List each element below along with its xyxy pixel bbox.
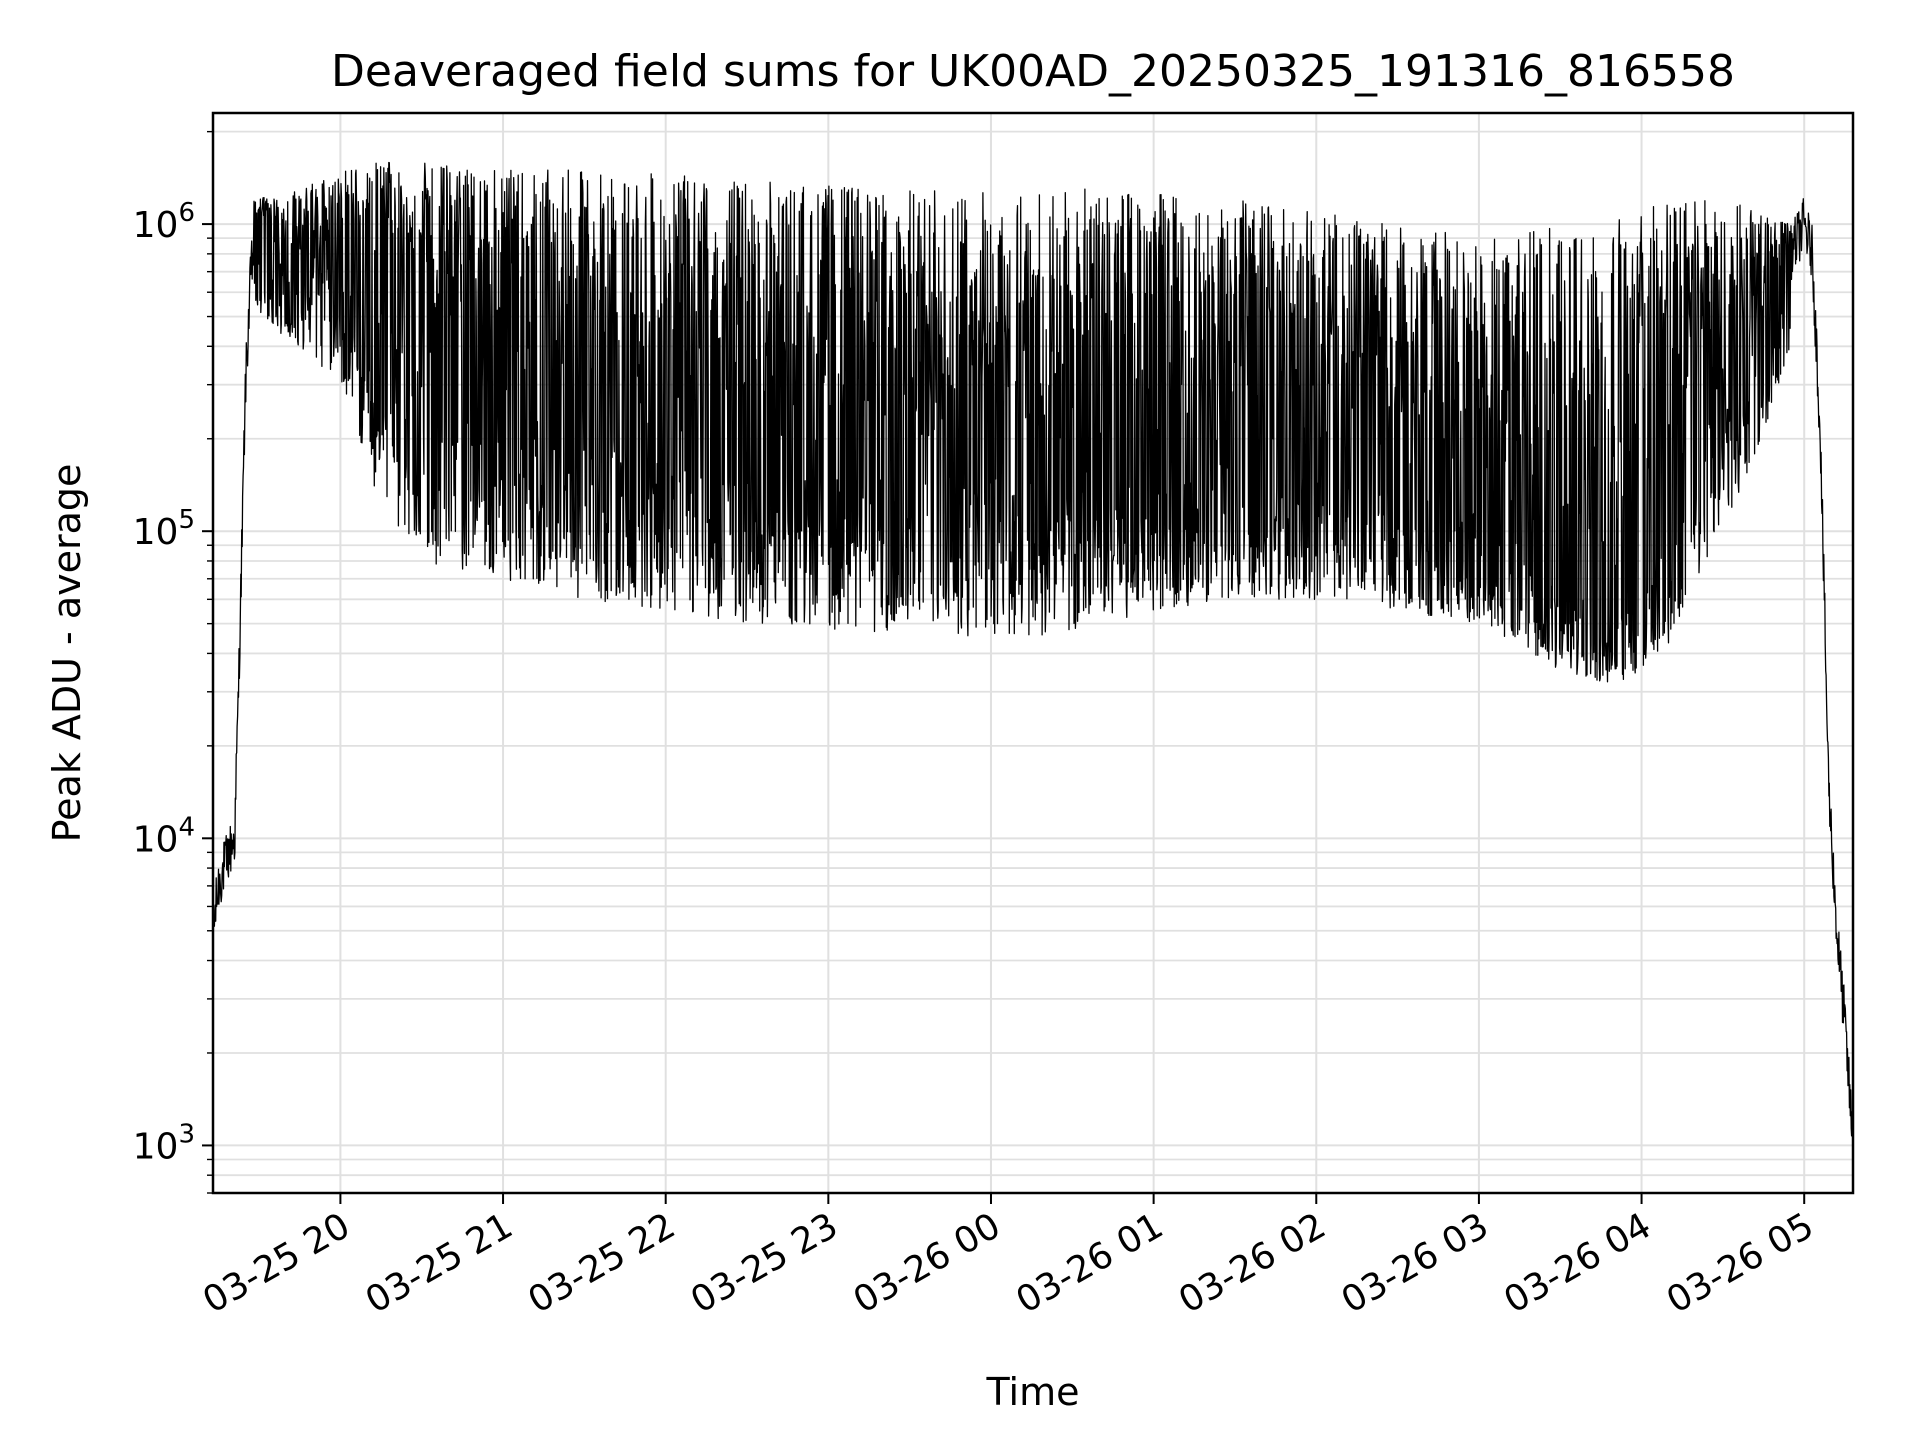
series-line	[212, 161, 1854, 1146]
y-tick-label: 103	[133, 1119, 195, 1167]
y-tick-label: 106	[133, 198, 195, 246]
y-axis-label: Peak ADU - average	[45, 464, 89, 843]
y-tick-label: 105	[133, 505, 195, 553]
y-tick-label: 104	[133, 812, 195, 860]
x-axis-label: Time	[986, 1370, 1080, 1414]
data-series	[212, 161, 1854, 1146]
chart-title: Deaveraged field sums for UK00AD_2025032…	[331, 46, 1735, 97]
